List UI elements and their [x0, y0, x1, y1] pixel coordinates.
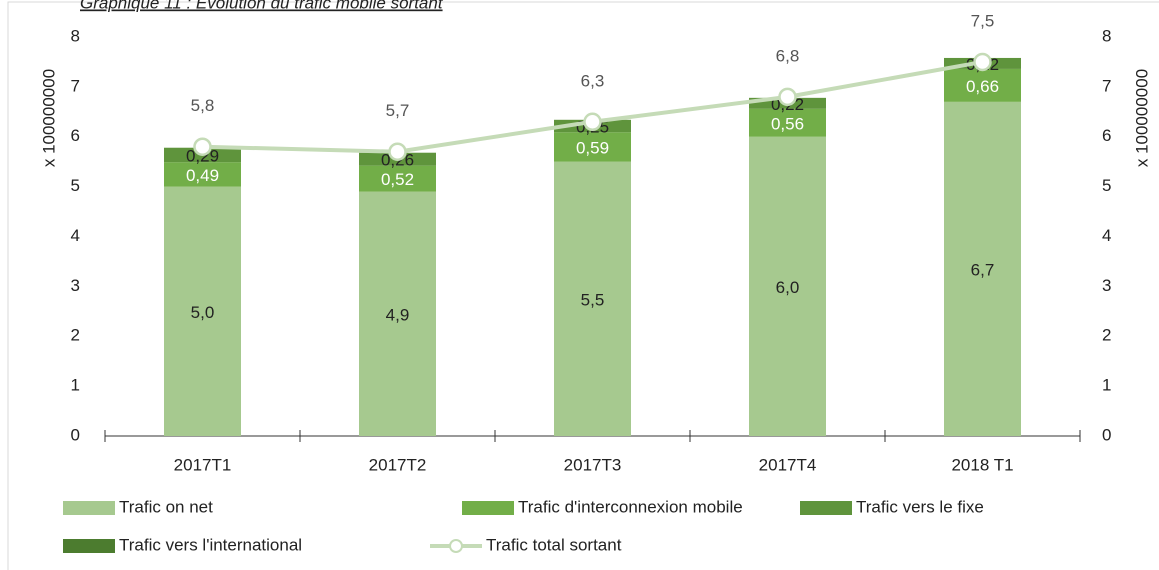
bar-segment	[944, 68, 1021, 102]
line-marker	[973, 52, 992, 72]
bar-segment	[164, 186, 241, 436]
y2-tick-label: 4	[1102, 226, 1111, 245]
total-label: 5,8	[191, 96, 215, 115]
legend-label: Trafic on net	[119, 497, 213, 516]
line-marker	[583, 112, 602, 132]
legend-label: Trafic total sortant	[486, 535, 622, 554]
y2-tick-label: 1	[1102, 376, 1111, 395]
y2-tick-label: 7	[1102, 76, 1111, 95]
legend-swatch	[63, 501, 115, 515]
bar-segment	[749, 108, 826, 137]
y2-tick-label: 2	[1102, 326, 1111, 345]
bar-segment	[359, 165, 436, 192]
y2-tick-label: 6	[1102, 126, 1111, 145]
frame	[7, 1, 1159, 570]
bar-segment	[554, 132, 631, 162]
data-label: 5,5	[581, 290, 605, 309]
y-tick-label: 2	[71, 326, 80, 345]
y-tick-label: 1	[71, 376, 80, 395]
bar-segment	[554, 161, 631, 436]
data-label: 6,0	[776, 278, 800, 297]
x-tick-label: 2017T1	[174, 455, 232, 474]
y2-axis-label: x 100000000	[1132, 69, 1151, 167]
y-axis-label: x 100000000	[39, 69, 58, 167]
bar-segment	[749, 136, 826, 436]
y-tick-label: 0	[71, 425, 80, 444]
x-tick-label: 2017T4	[759, 455, 817, 474]
line-marker	[388, 142, 407, 161]
total-label: 6,3	[581, 71, 605, 90]
bar-segment	[359, 191, 436, 436]
legend-label: Trafic vers le fixe	[856, 497, 984, 516]
total-label: 7,5	[971, 11, 995, 30]
x-tick-label: 2018 T1	[951, 455, 1013, 474]
legend-label: Trafic d'interconnexion mobile	[518, 497, 743, 516]
data-label: 0,49	[186, 166, 219, 185]
y-tick-label: 4	[71, 226, 80, 245]
legend-swatch	[800, 501, 852, 515]
legend-swatch	[462, 501, 514, 515]
y2-tick-label: 3	[1102, 276, 1111, 295]
x-tick-label: 2017T3	[564, 455, 622, 474]
data-label: 5,0	[191, 303, 215, 322]
line-marker	[778, 87, 797, 107]
data-label: 0,52	[381, 170, 414, 189]
legend-marker	[449, 539, 463, 553]
data-label: 4,9	[386, 305, 410, 324]
data-label: 6,7	[971, 260, 995, 279]
bar-segment	[164, 162, 241, 187]
y-tick-label: 8	[71, 26, 80, 45]
bar-segment	[944, 101, 1021, 437]
total-label: 6,8	[776, 46, 800, 65]
line-marker	[193, 137, 212, 156]
y-tick-label: 3	[71, 276, 80, 295]
data-label: 0,56	[771, 114, 804, 133]
data-label: 0,59	[576, 138, 609, 157]
y-tick-label: 5	[71, 176, 80, 195]
chart-title: Graphique 11 : Evolution du trafic mobil…	[80, 0, 444, 12]
total-label: 5,7	[386, 101, 410, 120]
y-tick-label: 7	[71, 76, 80, 95]
data-label: 0,66	[966, 77, 999, 96]
y2-tick-label: 0	[1102, 425, 1111, 444]
y-tick-label: 6	[71, 126, 80, 145]
legend-swatch	[63, 539, 115, 553]
y2-tick-label: 5	[1102, 176, 1111, 195]
x-tick-label: 2017T2	[369, 455, 427, 474]
legend-label: Trafic vers l'international	[119, 535, 302, 554]
y2-tick-label: 8	[1102, 26, 1111, 45]
